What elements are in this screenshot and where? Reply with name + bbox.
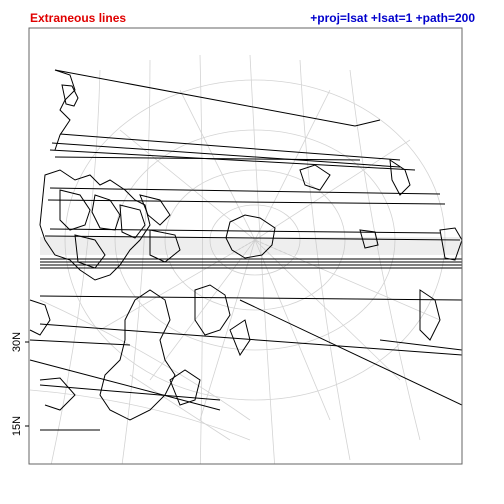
graticule-line xyxy=(254,139,411,241)
coastline xyxy=(119,204,146,239)
graticule-line xyxy=(119,129,256,241)
coastline xyxy=(74,234,106,269)
graticule-line xyxy=(39,299,251,421)
extraneous-lines xyxy=(29,69,462,431)
coastline xyxy=(389,158,411,196)
y-tick-label-30n: 30N xyxy=(11,332,23,352)
coastline xyxy=(359,229,379,249)
coastline xyxy=(299,164,331,191)
graticule-line xyxy=(299,59,351,461)
coastline xyxy=(61,84,79,107)
graticule-line xyxy=(349,69,421,441)
graticule-line xyxy=(254,239,401,381)
plot-title-left: Extraneous lines xyxy=(30,11,127,25)
graticule-line xyxy=(129,374,231,441)
graticule-line xyxy=(29,389,251,441)
graticule-line xyxy=(254,89,331,241)
coastline xyxy=(139,194,171,226)
coastline xyxy=(39,377,76,411)
dense-band xyxy=(40,237,462,255)
graticule-line xyxy=(199,239,256,421)
graticule-line xyxy=(254,239,331,421)
coastline xyxy=(419,289,441,341)
coastline xyxy=(169,369,201,406)
panel-frame xyxy=(28,27,463,465)
graticule-line xyxy=(254,239,441,321)
coastline xyxy=(91,194,121,231)
coastline xyxy=(39,169,151,281)
graticule-line xyxy=(249,54,275,464)
y-axis: 30N 15N xyxy=(11,332,29,436)
coastline xyxy=(149,229,181,263)
coastline xyxy=(194,284,231,336)
graticule-line xyxy=(179,89,256,241)
coastline xyxy=(59,189,91,231)
coastline xyxy=(29,299,51,336)
plot-title-right: +proj=lsat +lsat=1 +path=200 xyxy=(310,11,475,25)
graticule-line xyxy=(99,239,256,331)
coastline xyxy=(54,69,76,151)
graticule xyxy=(29,54,446,464)
graticule-line xyxy=(149,239,256,381)
graticule-line xyxy=(50,69,101,464)
coastline xyxy=(229,319,251,357)
y-tick-label-15n: 15N xyxy=(11,416,23,436)
coastline xyxy=(225,214,276,259)
coastline xyxy=(99,289,176,421)
coastline xyxy=(439,227,462,261)
coastlines xyxy=(29,69,462,421)
